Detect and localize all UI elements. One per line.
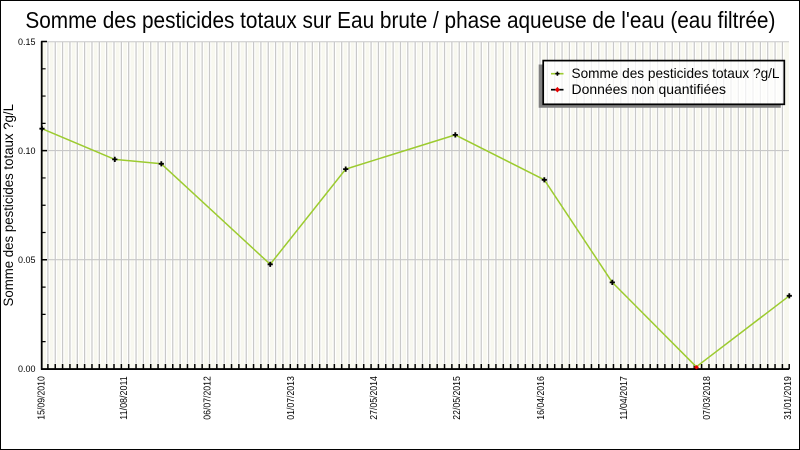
svg-text:Somme des pesticides totaux ?g: Somme des pesticides totaux ?g/L [572,66,780,81]
svg-text:0.00: 0.00 [18,364,36,375]
svg-text:Données non quantifiées: Données non quantifiées [572,82,727,97]
svg-text:15/09/2010: 15/09/2010 [37,376,48,420]
svg-text:27/05/2014: 27/05/2014 [369,376,380,420]
svg-text:0.15: 0.15 [18,37,36,48]
svg-text:Somme des pesticides totaux ?g: Somme des pesticides totaux ?g/L [1,104,16,307]
svg-text:07/03/2018: 07/03/2018 [702,376,713,420]
svg-text:16/04/2016: 16/04/2016 [536,376,547,420]
svg-text:06/07/2012: 06/07/2012 [203,376,214,420]
svg-text:0.10: 0.10 [18,146,36,157]
svg-text:Somme des pesticides totaux su: Somme des pesticides totaux sur Eau brut… [25,7,775,33]
svg-text:22/05/2015: 22/05/2015 [452,376,463,420]
svg-text:11/08/2011: 11/08/2011 [119,376,130,420]
svg-text:01/07/2013: 01/07/2013 [286,376,297,420]
svg-text:11/04/2017: 11/04/2017 [619,376,630,420]
svg-text:0.05: 0.05 [18,255,36,266]
svg-text:31/01/2019: 31/01/2019 [783,376,794,420]
